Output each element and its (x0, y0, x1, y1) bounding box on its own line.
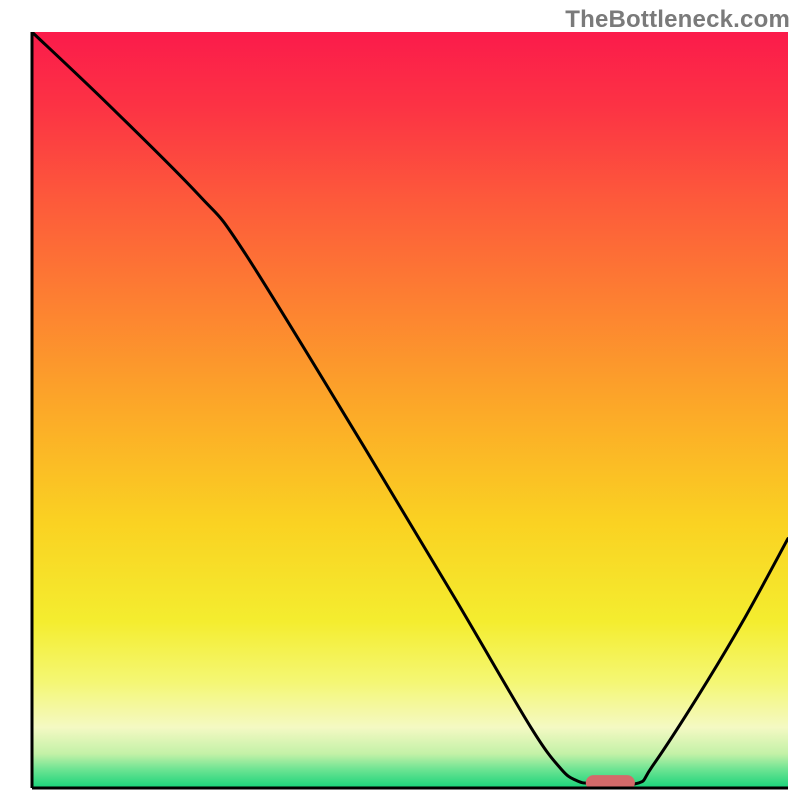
watermark-text: TheBottleneck.com (565, 6, 790, 34)
gradient-background (32, 32, 788, 788)
plot-svg (0, 0, 800, 800)
bottleneck-chart: TheBottleneck.com (0, 0, 800, 800)
